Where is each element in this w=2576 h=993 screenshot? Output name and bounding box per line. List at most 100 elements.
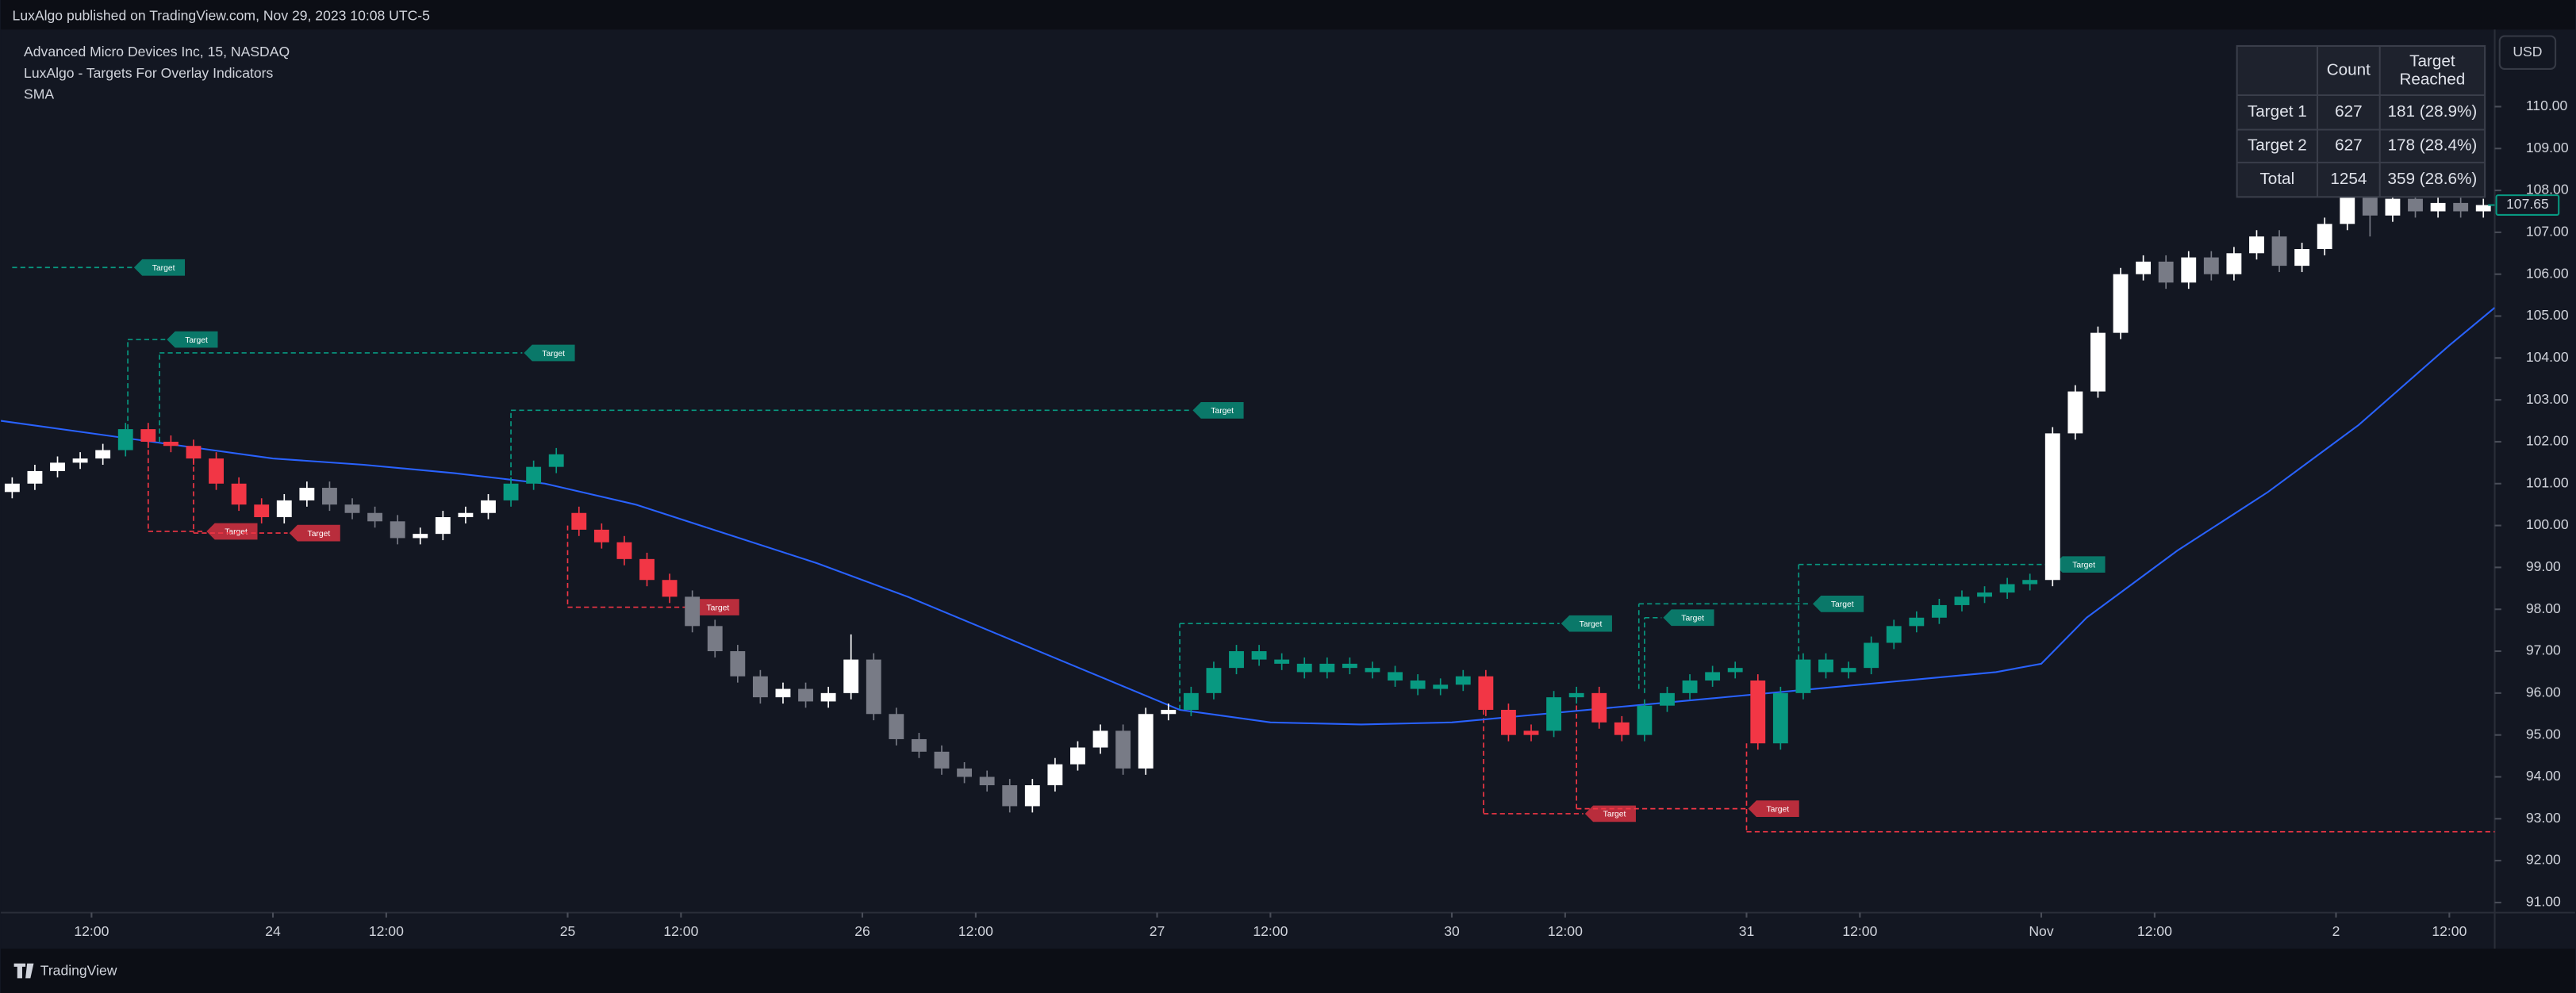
x-tick-label: 12:00	[74, 923, 109, 939]
candle-body	[1229, 651, 1244, 669]
x-tick-label: 12:00	[2432, 923, 2467, 939]
candle-body	[979, 776, 995, 786]
candle-body	[2181, 257, 2197, 283]
table-row-header: Target 2	[2248, 136, 2307, 155]
candle-body	[1954, 596, 1970, 605]
candle-body	[1909, 617, 1925, 627]
currency-box[interactable]	[2498, 35, 2557, 70]
candle-body	[889, 714, 904, 739]
candle-body	[1705, 672, 1721, 681]
candle-body	[367, 512, 383, 522]
candle-body	[1319, 663, 1335, 673]
x-tick-label: 30	[1444, 923, 1460, 939]
candle-body	[843, 659, 859, 693]
x-tick-label: 26	[854, 923, 870, 939]
table-cell: 181 (28.9%)	[2388, 102, 2478, 121]
target-tag	[1561, 615, 1612, 632]
candle-body	[1614, 722, 1630, 735]
axes: 91.00 92.00 93.00 94.00 95.00 96.00 97.00 98.00…	[74, 98, 2568, 939]
candle-body	[866, 659, 881, 715]
y-tick-label: 99.00	[2526, 558, 2561, 574]
candle-body	[2271, 236, 2287, 266]
candle-body	[1342, 663, 1357, 669]
x-tick-label: 12:00	[1548, 923, 1583, 939]
y-tick-label: 108.00	[2526, 182, 2569, 197]
table-cell: 627	[2335, 136, 2363, 155]
candle-body	[2203, 257, 2219, 274]
candle-body	[752, 676, 768, 698]
candle-body	[2136, 261, 2152, 274]
candle-body	[1024, 785, 1040, 807]
candle-body	[1977, 592, 1992, 597]
candle-body	[344, 504, 360, 513]
candle-body	[526, 466, 542, 484]
candle-body	[593, 529, 609, 543]
candle-body	[1070, 747, 1085, 765]
y-tick-label: 98.00	[2526, 600, 2561, 616]
candle-body	[1047, 764, 1063, 786]
candle-body	[2294, 249, 2310, 266]
y-tick-label: 97.00	[2526, 642, 2561, 658]
target-tag	[289, 524, 340, 542]
candle-body	[1591, 692, 1607, 723]
target-label: Target	[152, 264, 175, 273]
plot-area: Target Target Target Target Target Target Targ…	[1, 188, 2495, 833]
y-tick-label: 104.00	[2526, 349, 2569, 365]
candle-body	[72, 458, 88, 463]
candle-body	[685, 596, 701, 627]
y-tick-label: 101.00	[2526, 474, 2569, 490]
candle-body	[2113, 274, 2129, 333]
candle-body	[1501, 709, 1516, 735]
candle-body	[820, 692, 836, 702]
candle-body	[1931, 604, 1947, 618]
candle-body	[639, 558, 655, 581]
candle-body	[616, 542, 632, 559]
y-tick-label: 107.00	[2526, 224, 2569, 240]
candle-body	[1138, 714, 1154, 769]
candle-body	[2090, 332, 2106, 392]
candle-body	[1841, 668, 1856, 673]
table-row-header: Target 1	[2248, 102, 2307, 121]
candle-body	[140, 429, 156, 442]
table-cell: 359 (28.6%)	[2388, 170, 2478, 188]
footer-bar	[1, 949, 2575, 993]
candle-body	[50, 462, 65, 471]
candle-body	[1750, 681, 1766, 744]
candle-body	[934, 751, 950, 769]
target-label: Target	[225, 528, 248, 537]
y-tick-label: 94.00	[2526, 768, 2561, 784]
target-label: Target	[308, 530, 331, 539]
target-label: Target	[542, 350, 565, 358]
target-label: Target	[706, 604, 729, 612]
candle-body	[2044, 433, 2060, 581]
candle-body	[117, 429, 133, 450]
x-tick-label: 12:00	[1253, 923, 1288, 939]
target-tag	[1813, 596, 1864, 612]
candle-body	[957, 768, 973, 777]
target-tag	[133, 259, 186, 276]
y-tick-label: 105.00	[2526, 307, 2569, 323]
last-price-box	[2495, 194, 2560, 216]
candle-body	[571, 512, 587, 530]
published-note: LuxAlgo published on TradingView.com, No…	[13, 7, 431, 23]
candle-body	[254, 504, 270, 518]
candle-body	[1523, 730, 1539, 735]
candle-body	[1682, 681, 1698, 693]
candle-body	[2226, 253, 2242, 274]
candle-body	[163, 441, 179, 447]
candle-body	[435, 517, 451, 535]
candle-body	[186, 446, 202, 459]
candle-body	[209, 458, 224, 484]
candle-body	[1206, 668, 1222, 693]
brand-logo	[13, 963, 34, 979]
target-tag	[688, 599, 739, 615]
candle-body	[27, 470, 43, 484]
candle-body	[1002, 785, 1018, 807]
table-header: Count	[2327, 60, 2371, 79]
candle-body	[1999, 584, 2015, 593]
candle-body	[912, 738, 927, 752]
candle-body	[1886, 626, 1902, 643]
candle-body	[2362, 194, 2378, 216]
target-label: Target	[1766, 805, 1789, 814]
